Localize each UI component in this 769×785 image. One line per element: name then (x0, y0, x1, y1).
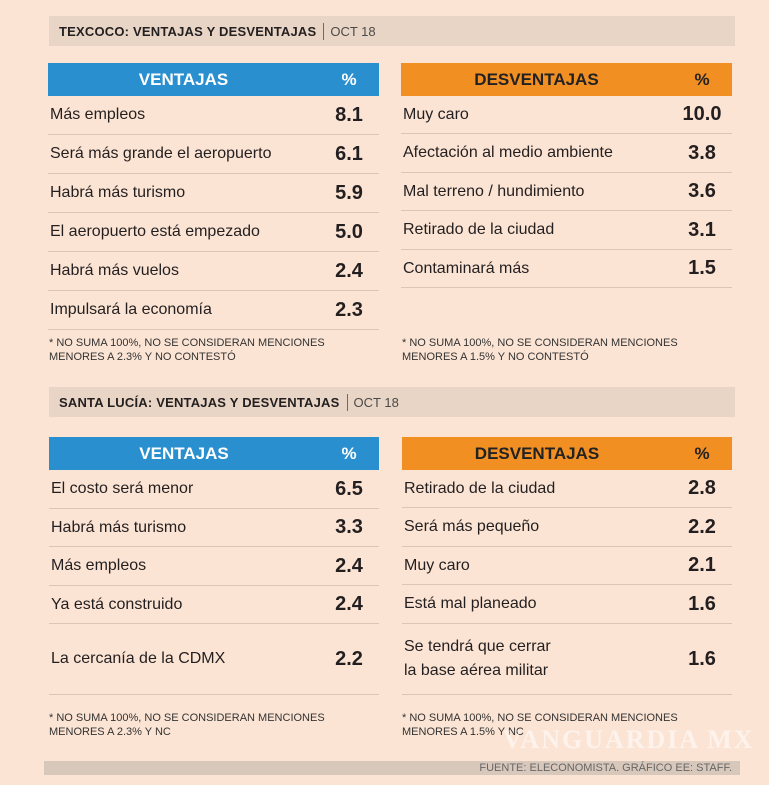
row-label: Mal terreno / hundimiento (403, 182, 585, 200)
santa-lucia-title: SANTA LUCÍA: VENTAJAS Y DESVENTAJAS (59, 394, 340, 410)
table-header: DESVENTAJAS % (401, 63, 732, 96)
header-label: DESVENTAJAS (474, 69, 599, 89)
santa-lucia-date: OCT 18 (353, 394, 399, 410)
row-label: El costo será menor (51, 480, 194, 497)
table-row: El costo será menor 6.5 (49, 470, 379, 509)
table-row: Afectación al medio ambiente 3.8 (401, 134, 732, 173)
header-percent: % (694, 69, 710, 89)
header-label: VENTAJAS (139, 443, 229, 463)
table-row: Retirado de la ciudad 3.1 (401, 211, 732, 250)
table-row: Impulsará la economía 2.3 (48, 291, 379, 330)
row-label: Ya está construido (51, 595, 183, 613)
table-row: Muy caro 2.1 (402, 547, 732, 585)
row-label: Retirado de la ciudad (404, 479, 556, 497)
table-row: Más empleos 2.4 (49, 547, 379, 586)
table-header: VENTAJAS % (49, 437, 379, 470)
table-row: El aeropuerto está empezado 5.0 (48, 213, 379, 252)
row-value: 3.3 (335, 516, 363, 538)
table-row: La cercanía de la CDMX 2.2 (49, 624, 379, 695)
header-percent: % (341, 69, 357, 89)
header-percent: % (694, 443, 710, 463)
source-footer: FUENTE: ELECONOMISTA. GRÁFICO EE: STAFF. (44, 761, 740, 775)
row-label: Habrá más vuelos (50, 262, 179, 279)
table-header: VENTAJAS % (48, 63, 379, 96)
table-row: Muy caro 10.0 (401, 96, 732, 134)
texcoco-date: OCT 18 (330, 23, 376, 39)
row-value: 10.0 (682, 103, 722, 125)
row-label: Más empleos (51, 557, 147, 574)
table-row: Está mal planeado 1.6 (402, 585, 732, 624)
table-row: Habrá más turismo 3.3 (49, 509, 379, 547)
table-row: Más empleos 8.1 (48, 96, 379, 135)
santa-lucia-desventajas-table: DESVENTAJAS % Retirado de la ciudad 2.8 S… (402, 437, 732, 695)
row-value: 6.5 (335, 477, 363, 500)
row-label: Impulsará la economía (50, 301, 212, 318)
row-label: Habrá más turismo (51, 518, 187, 536)
texcoco-ventajas-table: VENTAJAS % Más empleos 8.1 Será más grand… (48, 63, 379, 330)
row-value: 2.4 (335, 259, 363, 282)
row-value: 2.8 (688, 477, 716, 499)
row-label: Se tendrá que cerrar la base aérea milit… (404, 638, 551, 679)
table-row: Será más grande el aeropuerto 6.1 (48, 135, 379, 174)
texcoco-desventajas-table: DESVENTAJAS % Muy caro 10.0 Afectación al… (401, 63, 732, 288)
table-row: Habrá más vuelos 2.4 (48, 252, 379, 291)
row-label: Contaminará más (403, 259, 530, 277)
texcoco-title: TEXCOCO: VENTAJAS Y DESVENTAJAS (59, 23, 317, 39)
row-value: 5.0 (335, 220, 363, 243)
table-row: Habrá más turismo 5.9 (48, 174, 379, 213)
texcoco-desventajas-note: * No suma 100%, no se consideran mencion… (402, 337, 678, 363)
santa-lucia-desventajas-note: * No suma 100%, no se consideran mencion… (402, 712, 678, 738)
row-value: 3.1 (688, 218, 716, 241)
row-label: Afectación al medio ambiente (403, 144, 613, 161)
header-divider (323, 22, 325, 40)
table-row: Ya está construido 2.4 (49, 586, 379, 624)
row-value: 1.6 (688, 592, 716, 615)
row-value: 2.2 (688, 515, 716, 538)
row-value: 8.1 (335, 103, 363, 126)
row-label: La cercanía de la CDMX (51, 650, 226, 667)
texcoco-section-header: TEXCOCO: VENTAJAS Y DESVENTAJAS OCT 18 (49, 16, 735, 46)
row-label: Retirado de la ciudad (403, 221, 555, 238)
row-label: Será más grande el aeropuerto (50, 145, 272, 162)
row-value: 2.1 (688, 554, 716, 576)
header-percent: % (341, 443, 357, 463)
row-label: Muy caro (404, 556, 470, 574)
table-row: Será más pequeño 2.2 (402, 508, 732, 547)
row-label: Está mal planeado (404, 595, 537, 612)
santa-lucia-ventajas-table: VENTAJAS % El costo será menor 6.5 Habrá … (49, 437, 379, 695)
santa-lucia-section-header: SANTA LUCÍA: VENTAJAS Y DESVENTAJAS OCT … (49, 387, 735, 417)
row-value: 1.6 (688, 647, 716, 670)
header-label: DESVENTAJAS (474, 443, 600, 463)
header-label: VENTAJAS (138, 69, 229, 89)
header-divider (346, 393, 348, 411)
row-value: 5.9 (335, 181, 363, 204)
watermark: VANGUARDIA MX (503, 725, 755, 754)
row-value: 6.1 (335, 142, 363, 165)
row-label: El aeropuerto está empezado (50, 223, 260, 240)
row-label: Será más pequeño (404, 518, 540, 535)
row-value: 2.4 (335, 593, 363, 615)
row-label: Más empleos (50, 106, 146, 123)
row-label: Habrá más turismo (50, 184, 186, 201)
row-value: 2.4 (335, 554, 363, 577)
row-value: 2.2 (335, 647, 363, 670)
table-row: Contaminará más 1.5 (401, 250, 732, 288)
table-row: Mal terreno / hundimiento 3.6 (401, 173, 732, 211)
santa-lucia-ventajas-note: * No suma 100%, no se consideran mencion… (49, 712, 325, 738)
row-value: 2.3 (335, 298, 363, 321)
table-row: Retirado de la ciudad 2.8 (402, 470, 732, 508)
row-value: 1.5 (688, 257, 716, 279)
table-header: DESVENTAJAS % (402, 437, 732, 470)
row-value: 3.6 (688, 180, 716, 202)
row-value: 3.8 (688, 141, 716, 164)
texcoco-ventajas-note: * No suma 100%, no se consideran mencion… (49, 337, 325, 363)
table-row: Se tendrá que cerrar la base aérea milit… (402, 624, 732, 695)
row-label: Muy caro (403, 105, 469, 123)
